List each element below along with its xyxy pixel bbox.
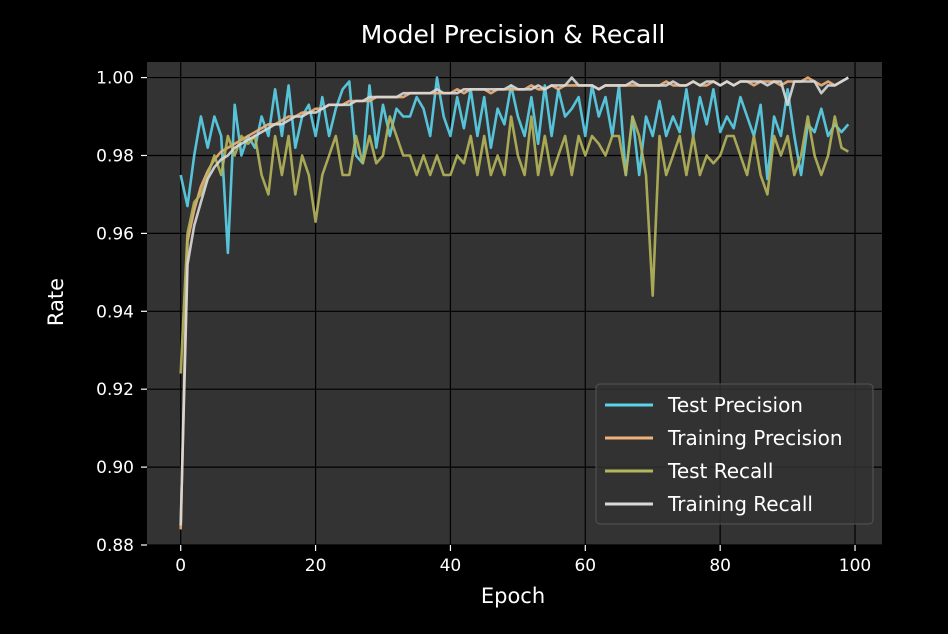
y-axis-label: Rate xyxy=(44,278,68,326)
x-tick-label: 0 xyxy=(175,556,186,576)
x-tick-label: 60 xyxy=(574,556,596,576)
legend-label: Training Recall xyxy=(667,492,813,516)
x-tick-label: 20 xyxy=(305,556,327,576)
y-tick-label: 0.92 xyxy=(96,380,134,400)
series-layer xyxy=(179,76,850,530)
y-tick-label: 0.94 xyxy=(96,302,134,322)
y-tick-label: 0.88 xyxy=(96,536,134,556)
chart-title: Model Precision & Recall xyxy=(361,20,666,49)
y-tick-label: 0.98 xyxy=(96,146,134,166)
x-tick-label: 80 xyxy=(709,556,731,576)
legend-box xyxy=(595,383,874,525)
x-tick-label: 100 xyxy=(839,556,871,576)
y-tick-label: 0.90 xyxy=(96,458,134,478)
x-tick-label: 40 xyxy=(440,556,462,576)
legend-label: Test Recall xyxy=(667,459,773,483)
axes-layer: 0 20 40 60 80 100 0.88 0.90 0.92 0.94 0.96 0.98 1.00 xyxy=(96,69,871,576)
x-axis-label: Epoch xyxy=(481,584,545,608)
y-tick-label: 0.96 xyxy=(96,224,134,244)
series-line-training-recall xyxy=(179,76,849,526)
series-line-test-recall xyxy=(179,115,849,374)
legend: Test Precision Training Precision Test Rec… xyxy=(595,383,874,525)
y-tick-label: 1.00 xyxy=(96,69,134,89)
legend-label: Test Precision xyxy=(667,393,803,417)
legend-label: Training Precision xyxy=(667,426,843,450)
